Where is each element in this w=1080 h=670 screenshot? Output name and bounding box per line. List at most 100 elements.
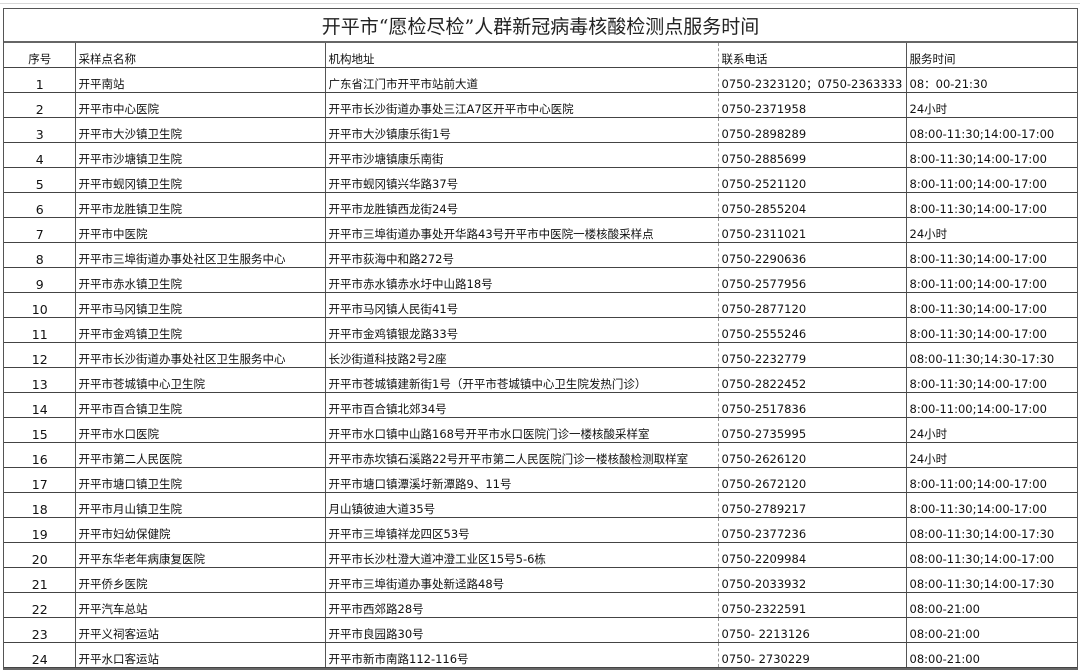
cell-phone[interactable]: 0750-2377236 [718,517,907,543]
cell-site-name[interactable]: 开平市水口医院 [75,417,326,443]
cell-phone[interactable]: 0750-2290636 [718,242,907,268]
cell-site-name[interactable]: 开平市妇幼保健院 [75,517,326,543]
cell-index[interactable]: 17 [4,467,76,493]
cell-service-hours[interactable]: 08:00-11:30;14:00-17:00 [906,542,1077,568]
cell-service-hours[interactable]: 8:00-11:30;14:00-17:00 [906,142,1077,168]
cell-site-name[interactable]: 开平市月山镇卫生院 [75,492,326,518]
cell-service-hours[interactable]: 8:00-11:30;14:00-17:00 [906,317,1077,343]
cell-phone[interactable]: 0750-2855204 [718,192,907,218]
cell-phone[interactable]: 0750- 2213126 [718,617,907,643]
cell-site-name[interactable]: 开平市塘口镇卫生院 [75,467,326,493]
cell-phone[interactable]: 0750-2898289 [718,117,907,143]
cell-index[interactable]: 5 [4,167,76,193]
cell-index[interactable]: 19 [4,517,76,543]
cell-service-hours[interactable]: 24小时 [906,442,1077,468]
cell-index[interactable]: 16 [4,442,76,468]
cell-service-hours[interactable]: 08:00-21:00 [906,592,1077,618]
cell-address[interactable]: 开平市蚬冈镇兴华路37号 [325,167,719,193]
cell-phone[interactable]: 0750- 2730229 [718,642,907,668]
cell-phone[interactable]: 0750-2517836 [718,392,907,418]
cell-site-name[interactable]: 开平市三埠街道办事处社区卫生服务中心 [75,242,326,268]
cell-phone[interactable]: 0750-2209984 [718,542,907,568]
header-address[interactable]: 机构地址 [325,43,719,68]
cell-site-name[interactable]: 开平汽车总站 [75,592,326,618]
cell-index[interactable]: 15 [4,417,76,443]
cell-phone[interactable]: 0750-2672120 [718,467,907,493]
cell-address[interactable]: 开平市金鸡镇银龙路33号 [325,317,719,343]
cell-index[interactable]: 11 [4,317,76,343]
cell-index[interactable]: 6 [4,192,76,218]
cell-service-hours[interactable]: 24小时 [906,417,1077,443]
cell-service-hours[interactable]: 8:00-11:00;14:00-17:00 [906,467,1077,493]
cell-service-hours[interactable]: 08:00-21:00 [906,617,1077,643]
cell-index[interactable]: 21 [4,567,76,593]
cell-address[interactable]: 开平市三埠镇祥龙四区53号 [325,517,719,543]
cell-address[interactable]: 开平市水口镇中山路168号开平市水口医院门诊一楼核酸采样室 [325,417,719,443]
cell-index[interactable]: 23 [4,617,76,643]
cell-service-hours[interactable]: 08:00-11:30;14:00-17:30 [906,517,1077,543]
cell-service-hours[interactable]: 8:00-11:30;14:00-17:00 [906,292,1077,318]
cell-index[interactable]: 12 [4,342,76,368]
cell-site-name[interactable]: 开平市蚬冈镇卫生院 [75,167,326,193]
cell-index[interactable]: 22 [4,592,76,618]
cell-phone[interactable]: 0750-2735995 [718,417,907,443]
cell-address[interactable]: 开平市百合镇北郊34号 [325,392,719,418]
cell-index[interactable]: 18 [4,492,76,518]
cell-index[interactable]: 10 [4,292,76,318]
cell-service-hours[interactable]: 8:00-11:00;14:00-17:00 [906,267,1077,293]
cell-site-name[interactable]: 开平市第二人民医院 [75,442,326,468]
cell-address[interactable]: 开平市良园路30号 [325,617,719,643]
cell-phone[interactable]: 0750-2789217 [718,492,907,518]
cell-address[interactable]: 开平市西郊路28号 [325,592,719,618]
cell-index[interactable]: 20 [4,542,76,568]
cell-site-name[interactable]: 开平水口客运站 [75,642,326,668]
header-phone[interactable]: 联系电话 [718,43,907,68]
cell-index[interactable]: 1 [4,67,76,93]
cell-phone[interactable]: 0750-2822452 [718,367,907,393]
cell-address[interactable]: 月山镇彼迪大道35号 [325,492,719,518]
cell-address[interactable]: 开平市三埠街道办事处新迳路48号 [325,567,719,593]
cell-site-name[interactable]: 开平市马冈镇卫生院 [75,292,326,318]
cell-phone[interactable]: 0750-2626120 [718,442,907,468]
header-index[interactable]: 序号 [4,43,76,68]
header-service-hours[interactable]: 服务时间 [906,43,1077,68]
cell-service-hours[interactable]: 24小时 [906,92,1077,118]
cell-site-name[interactable]: 开平东华老年病康复医院 [75,542,326,568]
cell-address[interactable]: 开平市马冈镇人民街41号 [325,292,719,318]
cell-index[interactable]: 8 [4,242,76,268]
cell-site-name[interactable]: 开平市中心医院 [75,92,326,118]
cell-phone[interactable]: 0750-2877120 [718,292,907,318]
cell-index[interactable]: 7 [4,217,76,243]
cell-address[interactable]: 长沙街道科技路2号2座 [325,342,719,368]
cell-service-hours[interactable]: 08:00-11:30;14:00-17:30 [906,567,1077,593]
cell-service-hours[interactable]: 08:00-11:30;14:30-17:30 [906,342,1077,368]
cell-site-name[interactable]: 开平市大沙镇卫生院 [75,117,326,143]
cell-service-hours[interactable]: 08:00-21:00 [906,642,1077,668]
cell-address[interactable]: 开平市苍城镇建新街1号（开平市苍城镇中心卫生院发热门诊） [325,367,719,393]
cell-address[interactable]: 开平市沙塘镇康乐南街 [325,142,719,168]
cell-address[interactable]: 开平市赤坎镇石溪路22号开平市第二人民医院门诊一楼核酸检测取样室 [325,442,719,468]
cell-service-hours[interactable]: 8:00-11:30;14:00-17:00 [906,492,1077,518]
cell-phone[interactable]: 0750-2885699 [718,142,907,168]
cell-index[interactable]: 14 [4,392,76,418]
cell-site-name[interactable]: 开平市赤水镇卫生院 [75,267,326,293]
cell-address[interactable]: 开平市新市南路112-116号 [325,642,719,668]
cell-phone[interactable]: 0750-2232779 [718,342,907,368]
cell-site-name[interactable]: 开平市沙塘镇卫生院 [75,142,326,168]
cell-site-name[interactable]: 开平市中医院 [75,217,326,243]
cell-service-hours[interactable]: 8:00-11:00;14:00-17:00 [906,167,1077,193]
cell-phone[interactable]: 0750-2311021 [718,217,907,243]
cell-service-hours[interactable]: 08:00-11:30;14:00-17:00 [906,117,1077,143]
cell-site-name[interactable]: 开平市金鸡镇卫生院 [75,317,326,343]
cell-phone[interactable]: 0750-2033932 [718,567,907,593]
cell-address[interactable]: 开平市荻海中和路272号 [325,242,719,268]
cell-address[interactable]: 开平市龙胜镇西龙街24号 [325,192,719,218]
cell-address[interactable]: 开平市大沙镇康乐街1号 [325,117,719,143]
sheet-title-cell[interactable]: 开平市“愿检尽检”人群新冠病毒核酸检测点服务时间 [4,9,1077,43]
cell-service-hours[interactable]: 8:00-11:00;14:00-17:00 [906,392,1077,418]
cell-site-name[interactable]: 开平南站 [75,67,326,93]
cell-site-name[interactable]: 开平市龙胜镇卫生院 [75,192,326,218]
cell-index[interactable]: 2 [4,92,76,118]
cell-address[interactable]: 开平市塘口镇潭溪圩新潭路9、11号 [325,467,719,493]
cell-service-hours[interactable]: 24小时 [906,217,1077,243]
